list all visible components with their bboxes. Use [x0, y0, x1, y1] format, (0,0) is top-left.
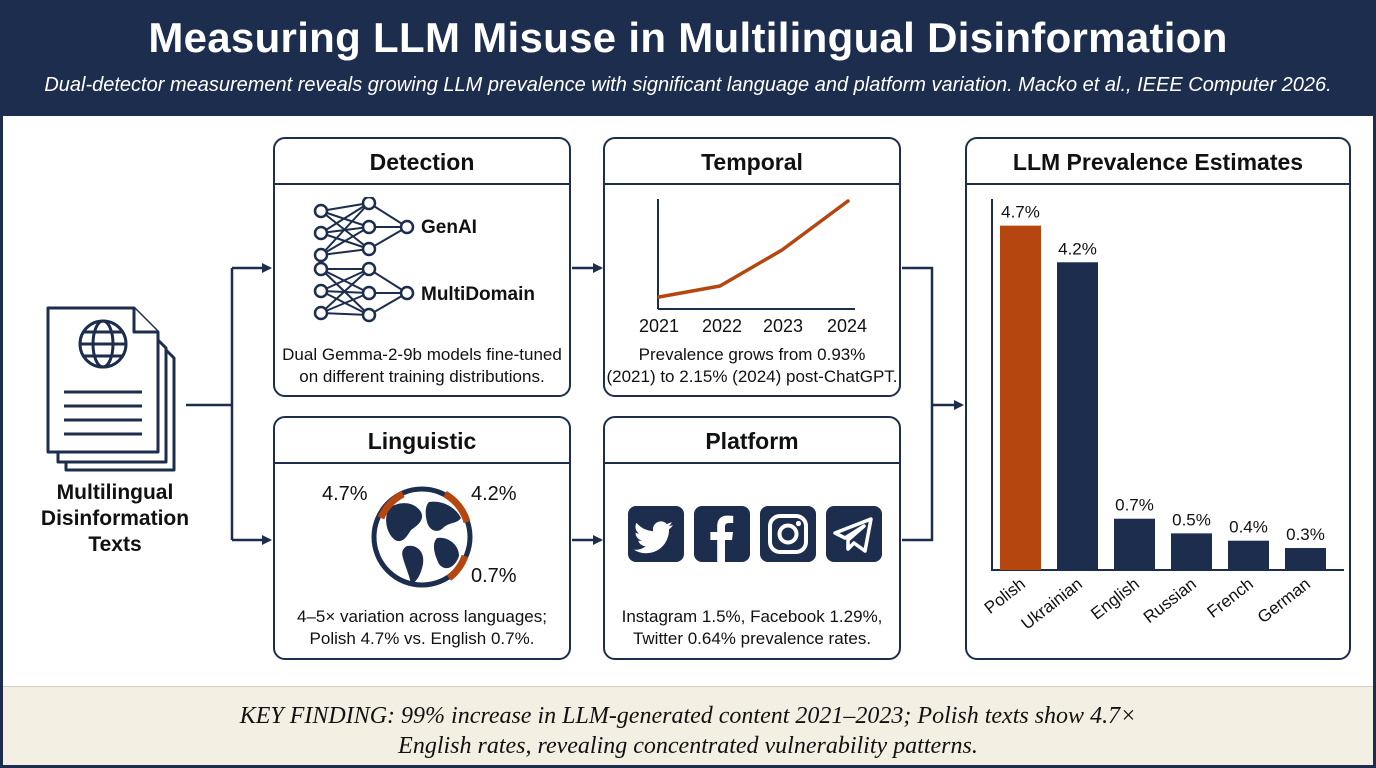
bar-german: [1285, 548, 1326, 570]
key-finding-footer: KEY FINDING: 99% increase in LLM-generat…: [3, 686, 1373, 765]
input-label-line: Texts: [88, 533, 142, 556]
page-subtitle: Dual-detector measurement reveals growin…: [44, 74, 1332, 96]
linguistic-title: Linguistic: [275, 418, 569, 464]
instagram-icon: [760, 506, 816, 562]
platform-text-line: Instagram 1.5%, Facebook 1.29%,: [621, 607, 883, 626]
temporal-description: Prevalence grows from 0.93% (2021) to 2.…: [605, 344, 899, 388]
globe-highlight: [377, 490, 405, 520]
detection-description: Dual Gemma-2-9b models fine-tuned on dif…: [275, 344, 569, 388]
linguistic-panel: Linguistic 4.7% 4.2% 0.7% 4–5× variation…: [273, 416, 571, 660]
neural-network-icon: [313, 197, 415, 323]
detection-panel: Detection GenAI MultiDomain Dual Gemma-2…: [273, 137, 571, 397]
bar-ukrainian: [1057, 262, 1098, 570]
temporal-year-tick: 2022: [702, 316, 743, 336]
model-label-multidomain: MultiDomain: [421, 284, 535, 305]
facebook-icon: [694, 506, 750, 562]
globe-highlight: [443, 490, 471, 524]
estimates-panel: LLM Prevalence Estimates 4.7% Polish 4.2% U…: [965, 137, 1351, 660]
key-finding-text: KEY FINDING: 99% increase in LLM-generat…: [3, 701, 1373, 761]
linguistic-text-line: 4–5× variation across languages;: [297, 607, 547, 626]
bar-english: [1114, 518, 1155, 570]
twitter-icon: [628, 506, 684, 562]
bar-value-label: 0.7%: [1115, 496, 1154, 515]
telegram-icon: [826, 506, 882, 562]
detection-text-line: on different training distributions.: [299, 367, 545, 386]
temporal-year-tick: 2021: [639, 316, 680, 336]
temporal-panel: Temporal 2021 2022 2023 2024 Prevalence …: [603, 137, 901, 397]
bar-value-label: 4.7%: [1001, 203, 1040, 222]
model-label-genai: GenAI: [421, 217, 477, 238]
linguistic-text-line: Polish 4.7% vs. English 0.7%.: [309, 629, 535, 648]
key-finding-line: English rates, revealing concentrated vu…: [398, 733, 978, 759]
platform-description: Instagram 1.5%, Facebook 1.29%, Twitter …: [605, 606, 899, 650]
prevalence-bar-chart: 4.7%Polish4.2%Ukrainian0.7%English0.5%Ru…: [981, 199, 1344, 633]
temporal-line-chart: [657, 199, 855, 310]
bar-value-label: 4.2%: [1058, 239, 1097, 258]
linguistic-label-english: 0.7%: [471, 565, 517, 587]
platform-title: Platform: [605, 418, 899, 464]
input-label: Multilingual Disinformation Texts: [30, 480, 200, 558]
bar-value-label: 0.4%: [1229, 518, 1268, 537]
linguistic-label-polish: 4.7%: [322, 483, 368, 505]
bar-french: [1228, 540, 1269, 570]
bar-value-label: 0.5%: [1172, 510, 1211, 529]
detection-text-line: Dual Gemma-2-9b models fine-tuned: [282, 345, 562, 364]
temporal-title: Temporal: [605, 139, 899, 185]
key-finding-line: KEY FINDING: 99% increase in LLM-generat…: [239, 703, 1137, 729]
linguistic-label-ukrainian: 4.2%: [471, 483, 517, 505]
input-label-line: Disinformation: [40, 507, 190, 530]
temporal-year-tick: 2024: [827, 316, 868, 336]
temporal-text-line: Prevalence grows from 0.93%: [638, 345, 866, 364]
temporal-year-tick: 2023: [763, 316, 804, 336]
globe-icon: [371, 486, 473, 588]
detection-title: Detection: [275, 139, 569, 185]
temporal-text-line: (2021) to 2.15% (2024) post-ChatGPT.: [606, 367, 898, 386]
platform-text-line: Twitter 0.64% prevalence rates.: [632, 629, 872, 648]
bar-chart-axis: [991, 199, 1344, 571]
bar-value-label: 0.3%: [1286, 525, 1325, 544]
page-title: Measuring LLM Misuse in Multilingual Dis…: [148, 14, 1228, 61]
temporal-trend-line: [657, 199, 850, 299]
bar-polish: [1000, 225, 1041, 570]
header-banner: Measuring LLM Misuse in Multilingual Dis…: [0, 0, 1376, 116]
input-label-line: Multilingual: [56, 481, 174, 504]
estimates-title: LLM Prevalence Estimates: [967, 139, 1349, 185]
globe-highlight: [446, 554, 469, 581]
linguistic-description: 4–5× variation across languages; Polish …: [275, 606, 569, 650]
document-globe-icon: [46, 306, 176, 472]
platform-panel: Platform Instagram 1.5%, Facebook 1.29%,…: [603, 416, 901, 660]
bar-russian: [1171, 533, 1212, 570]
